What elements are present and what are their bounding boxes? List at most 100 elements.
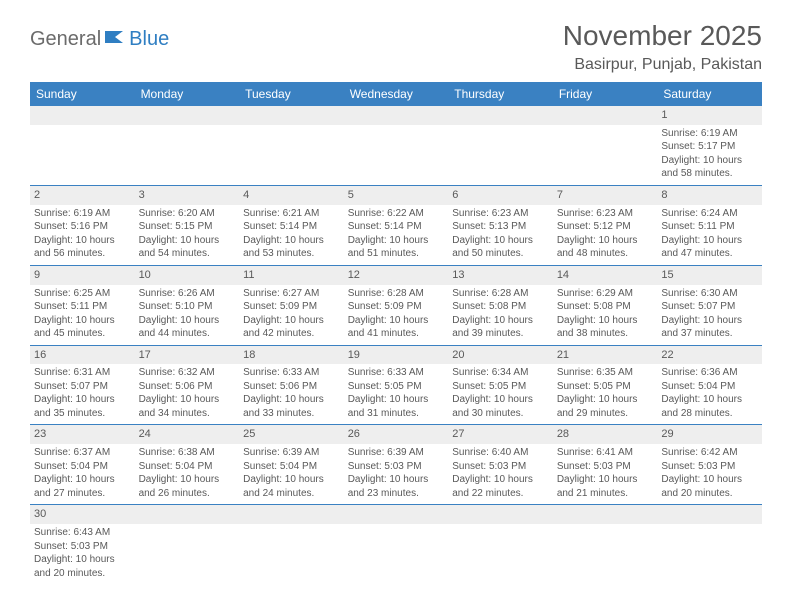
sunrise-text: Sunrise: 6:37 AM <box>34 446 131 460</box>
day-cell: 30 Sunrise: 6:43 AMSunset: 5:03 PMDayligh… <box>30 505 135 584</box>
daylight-text: Daylight: 10 hours and 29 minutes. <box>557 393 654 420</box>
location-text: Basirpur, Punjab, Pakistan <box>563 56 762 74</box>
day-cell: 24Sunrise: 6:38 AMSunset: 5:04 PMDayligh… <box>135 425 240 505</box>
daylight-text: Daylight: 10 hours and 48 minutes. <box>557 234 654 261</box>
daylight-text: Daylight: 10 hours and 26 minutes. <box>139 473 236 500</box>
day-cell: 7Sunrise: 6:23 AMSunset: 5:12 PMDaylight… <box>553 185 658 265</box>
sunrise-text: Sunrise: 6:26 AM <box>139 287 236 301</box>
day-cell: 29Sunrise: 6:42 AMSunset: 5:03 PMDayligh… <box>657 425 762 505</box>
daylight-text: Daylight: 10 hours and 53 minutes. <box>243 234 340 261</box>
sunrise-text: Sunrise: 6:32 AM <box>139 366 236 380</box>
daylight-text: Daylight: 10 hours and 20 minutes. <box>661 473 758 500</box>
day-number: 30 <box>30 505 135 524</box>
day-number: 15 <box>657 266 762 285</box>
week-row: 2Sunrise: 6:19 AMSunset: 5:16 PMDaylight… <box>30 185 762 265</box>
daylight-text: Daylight: 10 hours and 24 minutes. <box>243 473 340 500</box>
day-cell: 26Sunrise: 6:39 AMSunset: 5:03 PMDayligh… <box>344 425 449 505</box>
daylight-text: Daylight: 10 hours and 44 minutes. <box>139 314 236 341</box>
sunrise-text: Sunrise: 6:24 AM <box>661 207 758 221</box>
sunset-text: Sunset: 5:12 PM <box>557 220 654 234</box>
daylight-text: Daylight: 10 hours and 38 minutes. <box>557 314 654 341</box>
day-number-empty <box>135 505 240 524</box>
day-cell <box>553 505 658 584</box>
day-cell: 5Sunrise: 6:22 AMSunset: 5:14 PMDaylight… <box>344 185 449 265</box>
daylight-text: Daylight: 10 hours and 31 minutes. <box>348 393 445 420</box>
sunset-text: Sunset: 5:09 PM <box>348 300 445 314</box>
sunrise-text: Sunrise: 6:38 AM <box>139 446 236 460</box>
day-number: 23 <box>30 425 135 444</box>
day-number-empty <box>448 505 553 524</box>
sunrise-text: Sunrise: 6:42 AM <box>661 446 758 460</box>
daylight-text: Daylight: 10 hours and 47 minutes. <box>661 234 758 261</box>
day-cell: 19Sunrise: 6:33 AMSunset: 5:05 PMDayligh… <box>344 345 449 425</box>
day-cell <box>135 505 240 584</box>
day-number: 1 <box>657 106 762 125</box>
daylight-text: Daylight: 10 hours and 54 minutes. <box>139 234 236 261</box>
day-cell: 14Sunrise: 6:29 AMSunset: 5:08 PMDayligh… <box>553 265 658 345</box>
sunset-text: Sunset: 5:07 PM <box>34 380 131 394</box>
sunset-text: Sunset: 5:08 PM <box>557 300 654 314</box>
day-number: 28 <box>553 425 658 444</box>
sunrise-text: Sunrise: 6:43 AM <box>34 526 131 540</box>
daylight-text: Daylight: 10 hours and 33 minutes. <box>243 393 340 420</box>
day-number: 6 <box>448 186 553 205</box>
sunset-text: Sunset: 5:04 PM <box>661 380 758 394</box>
sunset-text: Sunset: 5:03 PM <box>34 540 131 554</box>
logo-text-blue: Blue <box>129 28 169 51</box>
day-number-empty <box>239 505 344 524</box>
daylight-text: Daylight: 10 hours and 41 minutes. <box>348 314 445 341</box>
day-cell <box>448 505 553 584</box>
day-cell: 10 Sunrise: 6:26 AMSunset: 5:10 PMDayligh… <box>135 265 240 345</box>
day-number-empty <box>135 106 240 125</box>
day-cell: 28Sunrise: 6:41 AMSunset: 5:03 PMDayligh… <box>553 425 658 505</box>
day-number: 14 <box>553 266 658 285</box>
calendar-table: Sunday Monday Tuesday Wednesday Thursday… <box>30 82 762 584</box>
day-header-cell: Monday <box>135 82 240 106</box>
sunrise-text: Sunrise: 6:35 AM <box>557 366 654 380</box>
sunset-text: Sunset: 5:05 PM <box>452 380 549 394</box>
sunrise-text: Sunrise: 6:28 AM <box>348 287 445 301</box>
day-number: 8 <box>657 186 762 205</box>
day-cell: 1Sunrise: 6:19 AMSunset: 5:17 PMDaylight… <box>657 106 762 185</box>
day-number: 10 <box>135 266 240 285</box>
day-cell <box>239 505 344 584</box>
day-header-cell: Sunday <box>30 82 135 106</box>
daylight-text: Daylight: 10 hours and 35 minutes. <box>34 393 131 420</box>
day-cell: 18Sunrise: 6:33 AMSunset: 5:06 PMDayligh… <box>239 345 344 425</box>
daylight-text: Daylight: 10 hours and 23 minutes. <box>348 473 445 500</box>
day-number: 16 <box>30 346 135 365</box>
sunrise-text: Sunrise: 6:19 AM <box>34 207 131 221</box>
daylight-text: Daylight: 10 hours and 56 minutes. <box>34 234 131 261</box>
day-cell: 15Sunrise: 6:30 AMSunset: 5:07 PMDayligh… <box>657 265 762 345</box>
daylight-text: Daylight: 10 hours and 27 minutes. <box>34 473 131 500</box>
day-cell: 17Sunrise: 6:32 AMSunset: 5:06 PMDayligh… <box>135 345 240 425</box>
day-number: 19 <box>344 346 449 365</box>
daylight-text: Daylight: 10 hours and 39 minutes. <box>452 314 549 341</box>
flag-icon <box>105 29 127 50</box>
sunrise-text: Sunrise: 6:33 AM <box>243 366 340 380</box>
logo-text-general: General <box>30 28 101 51</box>
day-cell: 12Sunrise: 6:28 AMSunset: 5:09 PMDayligh… <box>344 265 449 345</box>
sunset-text: Sunset: 5:09 PM <box>243 300 340 314</box>
day-number-empty <box>553 106 658 125</box>
day-cell <box>30 106 135 185</box>
sunrise-text: Sunrise: 6:31 AM <box>34 366 131 380</box>
week-row: 9Sunrise: 6:25 AMSunset: 5:11 PMDaylight… <box>30 265 762 345</box>
day-cell <box>239 106 344 185</box>
daylight-text: Daylight: 10 hours and 45 minutes. <box>34 314 131 341</box>
sunrise-text: Sunrise: 6:40 AM <box>452 446 549 460</box>
sunset-text: Sunset: 5:06 PM <box>139 380 236 394</box>
day-header-row: Sunday Monday Tuesday Wednesday Thursday… <box>30 82 762 106</box>
day-cell: 20Sunrise: 6:34 AMSunset: 5:05 PMDayligh… <box>448 345 553 425</box>
day-number: 13 <box>448 266 553 285</box>
daylight-text: Daylight: 10 hours and 20 minutes. <box>34 553 131 580</box>
sunrise-text: Sunrise: 6:30 AM <box>661 287 758 301</box>
sunset-text: Sunset: 5:10 PM <box>139 300 236 314</box>
sunset-text: Sunset: 5:14 PM <box>348 220 445 234</box>
sunset-text: Sunset: 5:13 PM <box>452 220 549 234</box>
sunset-text: Sunset: 5:05 PM <box>557 380 654 394</box>
sunset-text: Sunset: 5:17 PM <box>661 140 758 154</box>
sunset-text: Sunset: 5:04 PM <box>34 460 131 474</box>
sunrise-text: Sunrise: 6:33 AM <box>348 366 445 380</box>
sunset-text: Sunset: 5:11 PM <box>34 300 131 314</box>
